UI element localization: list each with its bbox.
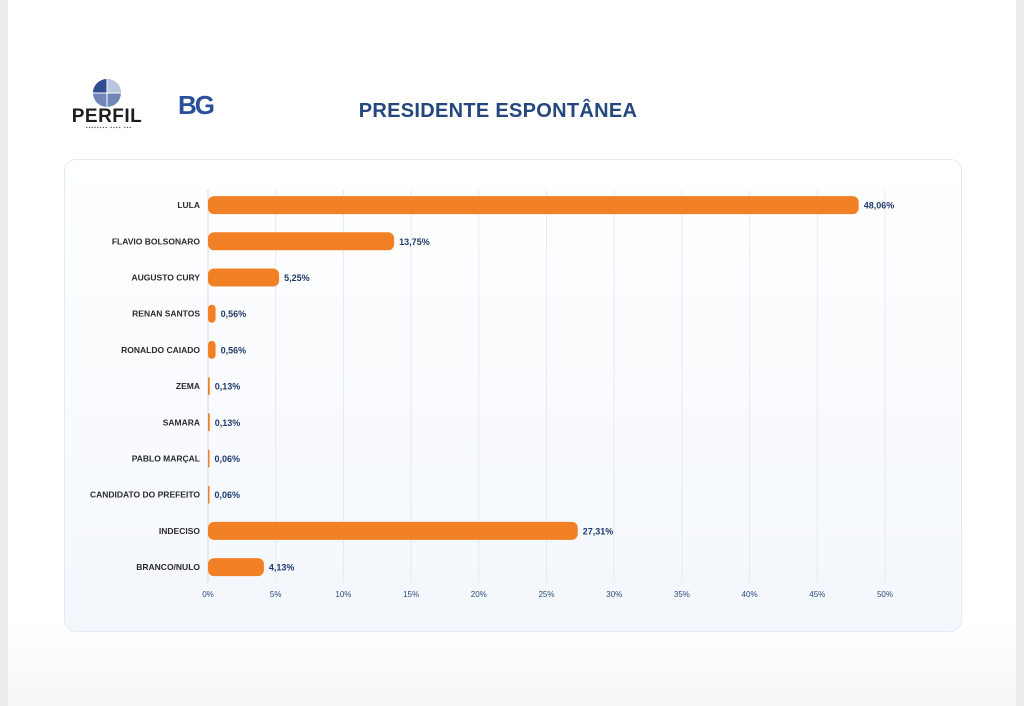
perfil-logo-tagline: ▪▪▪▪▪▪▪▪ ▪▪▪▪ ▪▪▪ bbox=[85, 125, 133, 131]
bar bbox=[208, 377, 210, 396]
x-tick-label: 30% bbox=[606, 590, 622, 599]
bar bbox=[208, 449, 210, 468]
x-tick-label: 20% bbox=[471, 590, 487, 599]
category-label: RONALDO CAIADO bbox=[121, 345, 200, 355]
value-label: 0,13% bbox=[215, 418, 241, 428]
bar bbox=[208, 413, 210, 432]
value-label: 48,06% bbox=[864, 201, 895, 211]
category-label: AUGUSTO CURY bbox=[132, 273, 201, 283]
chart-panel: 0% 5% 10% 15% 20% 25% 30% 35% 40% 45% 50% LULA 48,06… bbox=[64, 159, 962, 632]
x-tick-label: 10% bbox=[335, 590, 351, 599]
bg-logo-text: BG bbox=[178, 90, 214, 118]
perfil-logo: PERFIL ▪▪▪▪▪▪▪▪ ▪▪▪▪ ▪▪▪ bbox=[62, 76, 162, 132]
value-label: 13,75% bbox=[399, 237, 430, 247]
page-title: PRESIDENTE ESPONTÂNEA bbox=[358, 100, 638, 122]
category-label: CANDIDATO DO PREFEITO bbox=[90, 490, 200, 500]
bar bbox=[208, 232, 395, 251]
category-label: LULA bbox=[177, 200, 200, 210]
x-tick-label: 25% bbox=[538, 590, 554, 599]
value-label: 27,31% bbox=[583, 526, 614, 536]
value-label: 0,06% bbox=[215, 454, 241, 464]
category-label: ZEMA bbox=[176, 381, 200, 391]
category-label: BRANCO/NULO bbox=[136, 562, 200, 572]
x-tick-label: 50% bbox=[877, 590, 893, 599]
x-tick-label: 40% bbox=[742, 590, 758, 599]
category-label: RENAN SANTOS bbox=[132, 309, 200, 319]
bar bbox=[208, 304, 216, 323]
value-label: 0,13% bbox=[215, 382, 241, 392]
bg-logo: BG bbox=[178, 90, 216, 118]
perfil-logo-text: PERFIL bbox=[71, 106, 143, 127]
value-label: 0,56% bbox=[221, 345, 247, 355]
bar bbox=[208, 196, 859, 215]
x-tick-label: 5% bbox=[270, 590, 282, 599]
bar bbox=[208, 521, 578, 540]
bar bbox=[208, 340, 216, 359]
report-page: PERFIL ▪▪▪▪▪▪▪▪ ▪▪▪▪ ▪▪▪ BG PRESIDENTE E… bbox=[8, 0, 1016, 706]
category-label: SAMARA bbox=[163, 417, 200, 427]
category-label: PABLO MARÇAL bbox=[132, 454, 200, 464]
bar-chart: 0% 5% 10% 15% 20% 25% 30% 35% 40% 45% 50% LULA 48,06… bbox=[90, 190, 895, 599]
x-tick-label: 35% bbox=[674, 590, 690, 599]
value-label: 0,06% bbox=[215, 490, 241, 500]
bar bbox=[208, 558, 264, 577]
value-label: 0,56% bbox=[221, 309, 247, 319]
category-label: INDECISO bbox=[159, 526, 200, 536]
x-tick-label: 0% bbox=[202, 590, 214, 599]
value-label: 4,13% bbox=[269, 563, 295, 573]
bar bbox=[208, 268, 280, 287]
value-label: 5,25% bbox=[284, 273, 310, 283]
x-tick-label: 45% bbox=[809, 590, 825, 599]
bar bbox=[208, 485, 210, 504]
perfil-pie-icon bbox=[93, 79, 121, 107]
x-tick-label: 15% bbox=[403, 590, 419, 599]
category-label: FLAVIO BOLSONARO bbox=[112, 236, 201, 246]
